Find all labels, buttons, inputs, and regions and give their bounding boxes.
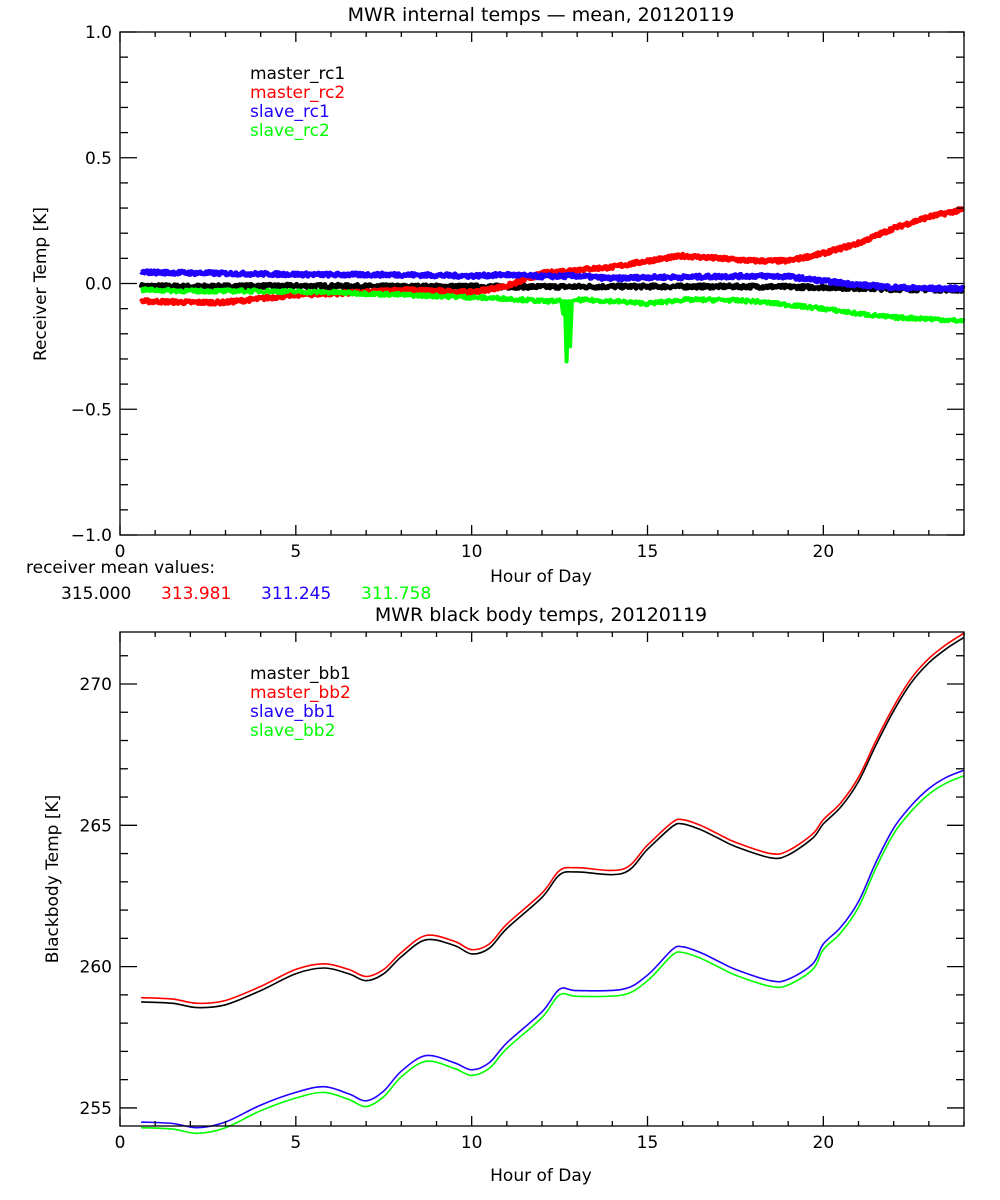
x-tick-label: 20 [813, 542, 835, 562]
receiver-mean-block: receiver mean values: 315.000 313.981 31… [26, 558, 431, 604]
legend-entry-slave-rc1: slave_rc1 [250, 102, 330, 122]
x-tick-label: 10 [461, 1133, 483, 1153]
x-axis-label: Hour of Day [490, 1166, 592, 1186]
series-line-master-bb1 [141, 636, 965, 1009]
chart-title: MWR internal temps — mean, 20120119 [348, 4, 735, 26]
y-tick-label: 255 [80, 1099, 112, 1119]
y-tick-label: 0.5 [85, 149, 112, 169]
series-group [138, 206, 966, 364]
y-tick-label: 260 [80, 958, 112, 978]
y-axis-label: Blackbody Temp [K] [43, 795, 63, 964]
legend-entry-master-bb2: master_bb2 [250, 683, 351, 703]
legend-entry-slave-bb1: slave_bb1 [250, 702, 335, 722]
series-line-master-rc1 [138, 281, 966, 294]
receiver-mean-value: 311.758 [361, 584, 431, 604]
x-tick-label: 0 [115, 542, 126, 562]
x-tick-label: 5 [290, 1133, 301, 1153]
y-tick-label: 1.0 [85, 23, 112, 43]
receiver-mean-value: 311.245 [261, 584, 331, 604]
axis-ticks: 0 5 10 15 20 255 260 265 270 [80, 632, 965, 1153]
series-line-slave-rc1 [139, 268, 966, 293]
legend-entry-master-rc2: master_rc2 [250, 83, 345, 103]
legend-entry-slave-rc2: slave_rc2 [250, 121, 330, 141]
x-axis-label: Hour of Day [490, 567, 592, 587]
series-line-slave-bb1 [141, 769, 965, 1129]
x-tick-label: 15 [637, 1133, 659, 1153]
y-tick-label: 270 [80, 675, 112, 695]
receiver-temps-chart: MWR internal temps — mean, 20120119 0 5 10… [31, 4, 966, 587]
series-group [141, 632, 965, 1135]
y-tick-label: −1.0 [71, 526, 112, 546]
series-line-slave-rc2 [140, 286, 966, 364]
x-tick-label: 20 [813, 1133, 835, 1153]
x-tick-label: 10 [461, 542, 483, 562]
receiver-mean-value: 313.981 [161, 584, 231, 604]
x-tick-label: 5 [290, 542, 301, 562]
plot-frame [119, 631, 965, 1127]
receiver-mean-value: 315.000 [61, 584, 131, 604]
legend-entry-slave-bb2: slave_bb2 [250, 721, 335, 741]
x-tick-label: 0 [115, 1133, 126, 1153]
axis-ticks: 0 5 10 15 20 −1.0 −0.5 0.0 0.5 1.0 [71, 23, 965, 562]
series-line-slave-bb2 [141, 775, 965, 1135]
series-line-master-rc2 [139, 206, 966, 307]
legend-entry-master-bb1: master_bb1 [250, 664, 351, 684]
y-tick-label: 0.0 [85, 275, 112, 295]
series-line-master-bb2 [141, 632, 965, 1005]
y-tick-label: 265 [80, 816, 112, 836]
receiver-mean-label: receiver mean values: [26, 558, 215, 578]
y-tick-label: −0.5 [71, 400, 112, 420]
blackbody-temps-chart: MWR black body temps, 20120119 0 5 10 15 20 2… [43, 604, 965, 1186]
x-tick-label: 15 [637, 542, 659, 562]
y-axis-label: Receiver Temp [K] [31, 207, 51, 361]
chart-title: MWR black body temps, 20120119 [375, 604, 707, 626]
legend-entry-master-rc1: master_rc1 [250, 64, 345, 84]
